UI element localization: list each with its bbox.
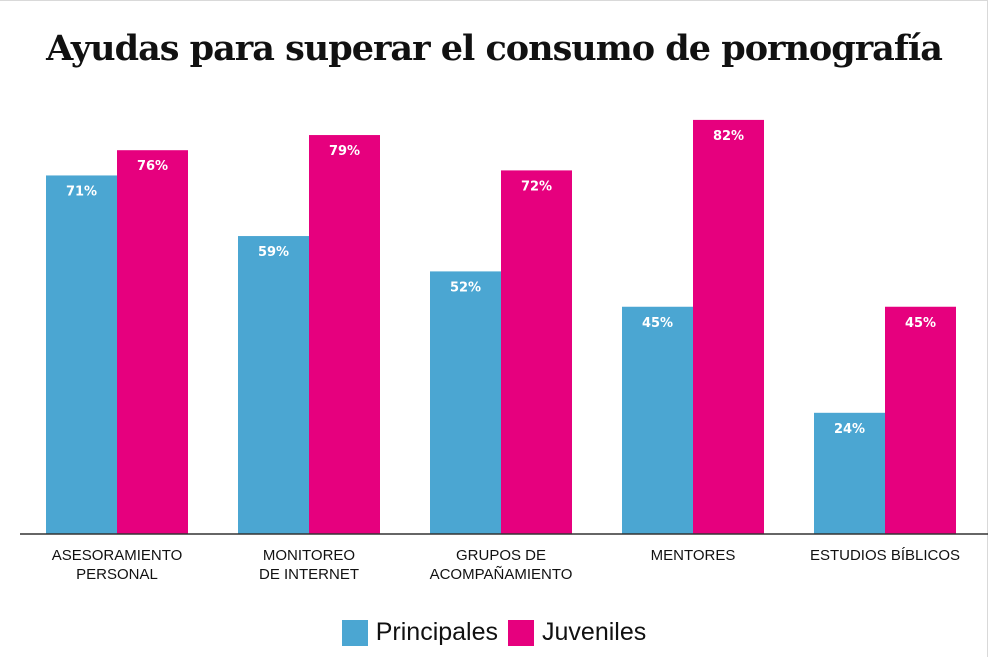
bar-juveniles-0 [117,150,188,534]
data-label-principales-3: 45% [642,316,673,331]
chart-title: Ayudas para superar el consumo de pornog… [46,28,943,69]
bar-principales-0 [46,175,117,534]
bar-principales-3 [622,306,693,534]
x-tick-label-1-1: DE INTERNET [259,566,359,583]
bar-juveniles-1 [309,135,380,535]
data-label-juveniles-2: 72% [521,179,552,194]
bar-juveniles-3 [693,119,764,535]
x-tick-label-3-0: MENTORES [651,547,736,564]
legend-swatch-principales [341,619,368,646]
bar-principales-2 [430,271,501,534]
bar-juveniles-2 [501,170,572,534]
x-tick-label-0-0: ASESORAMIENTO [52,547,183,564]
x-tick-label-4-0: ESTUDIOS BÍBLICOS [810,547,960,564]
legend-label-principales: Principales [375,618,499,646]
data-label-juveniles-3: 82% [713,129,744,144]
data-label-principales-2: 52% [450,280,481,295]
bar-principales-4 [814,412,885,534]
data-label-principales-1: 59% [258,245,289,260]
data-label-juveniles-4: 45% [905,316,936,331]
bar-juveniles-4 [885,306,956,534]
legend-item-principales: Principales [341,618,499,647]
bar-principales-1 [238,236,309,535]
legend: Principales Juveniles [0,618,988,647]
x-tick-label-2-1: ACOMPAÑAMIENTO [430,566,573,583]
x-tick-label-0-1: PERSONAL [76,566,158,583]
legend-swatch-juveniles [508,619,535,646]
legend-label-juveniles: Juveniles [542,618,647,646]
data-label-principales-0: 71% [66,184,97,199]
data-label-principales-4: 24% [834,422,865,437]
legend-item-juveniles: Juveniles [508,618,646,647]
x-tick-label-1-0: MONITOREO [263,547,355,564]
data-label-juveniles-1: 79% [329,144,360,159]
data-label-juveniles-0: 76% [137,159,168,174]
x-tick-label-2-0: GRUPOS DE [456,547,546,564]
